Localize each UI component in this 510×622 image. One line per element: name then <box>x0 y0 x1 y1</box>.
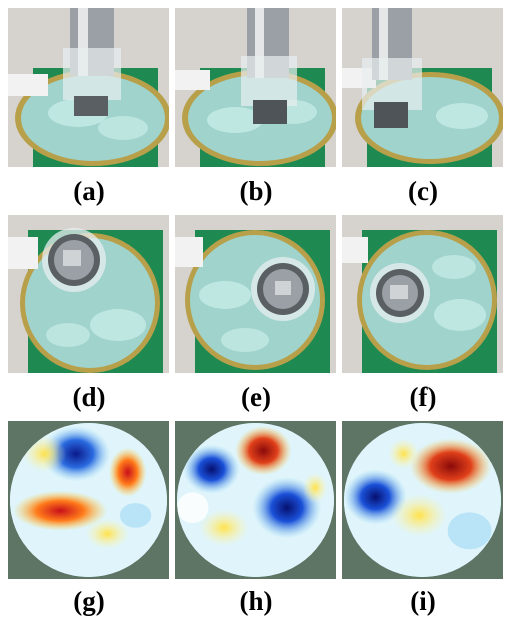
panel-label-c: (c) <box>393 176 453 206</box>
map-disc-g <box>10 423 167 577</box>
tank-top-photo-f <box>342 215 503 373</box>
panel-label-e: (e) <box>226 382 286 412</box>
photo-panel-f <box>342 215 503 373</box>
panel-label-a: (a) <box>59 176 119 206</box>
photo-panel-e <box>175 215 336 373</box>
reconstruction-map-i <box>342 421 503 579</box>
map-g-image <box>10 423 167 577</box>
reconstruction-map-g <box>8 421 169 579</box>
map-h-image <box>177 423 334 577</box>
tank-side-photo-c <box>342 8 503 167</box>
photo-panel-b <box>175 8 336 167</box>
photo-panel-a <box>8 8 169 167</box>
reconstruction-map-h <box>175 421 336 579</box>
map-disc-h <box>177 423 334 577</box>
panel-label-i: (i) <box>393 586 453 616</box>
panel-label-h: (h) <box>226 586 286 616</box>
tank-top-photo-e <box>175 215 336 373</box>
tank-top-photo-d <box>8 215 169 373</box>
map-i-image <box>344 423 501 577</box>
photo-panel-c <box>342 8 503 167</box>
panel-label-d: (d) <box>59 382 119 412</box>
tank-side-photo-a <box>8 8 169 167</box>
photo-panel-d <box>8 215 169 373</box>
panel-label-f: (f) <box>393 382 453 412</box>
map-disc-i <box>344 423 501 577</box>
panel-label-g: (g) <box>59 586 119 616</box>
tank-side-photo-b <box>175 8 336 167</box>
panel-label-b: (b) <box>226 176 286 206</box>
